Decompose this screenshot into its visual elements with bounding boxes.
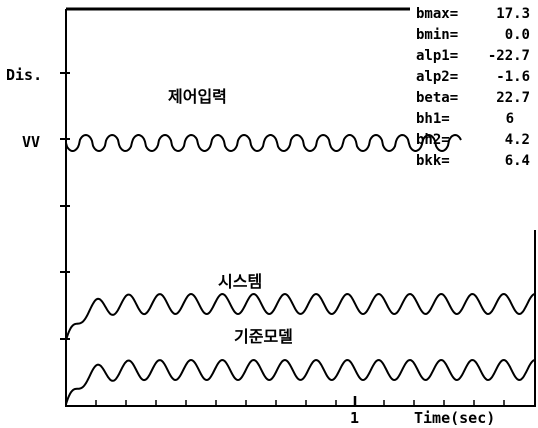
x-ticks (95, 396, 505, 407)
param-name: bmax= (416, 6, 458, 22)
param-value: -22.7 (488, 48, 530, 64)
param-name: bh2= (416, 132, 450, 148)
series-label-control: 제어입력 (168, 87, 227, 106)
series-line-control (65, 133, 462, 153)
param-value: 6.4 (505, 153, 530, 169)
series-label-system: 시스템 (218, 272, 262, 291)
param-value: 17.3 (496, 6, 530, 22)
x-tick-label: 1 (350, 409, 359, 427)
param-name: alp2= (416, 69, 458, 85)
param-value: 22.7 (496, 90, 530, 106)
param-name: bmin= (416, 27, 458, 43)
series-line-system (65, 292, 536, 341)
param-value: 4.2 (505, 132, 530, 148)
param-name: bh1= (416, 111, 450, 127)
param-name: alp1= (416, 48, 458, 64)
parameter-list: bmax= 17.3 bmin= 0.0 alp1= -22.7 alp2= -… (416, 6, 530, 169)
param-name: beta= (416, 90, 458, 106)
series-label-model: 기준모델 (234, 327, 293, 346)
param-value: 0.0 (505, 27, 530, 43)
x-axis-label: Time(sec) (414, 409, 495, 427)
param-value: 6 (506, 111, 514, 127)
series-line-model (65, 358, 536, 405)
param-name: bkk= (416, 153, 450, 169)
y-marker-label: VV (22, 133, 40, 151)
param-value: -1.6 (496, 69, 530, 85)
y-axis-label: Dis. (6, 66, 42, 84)
